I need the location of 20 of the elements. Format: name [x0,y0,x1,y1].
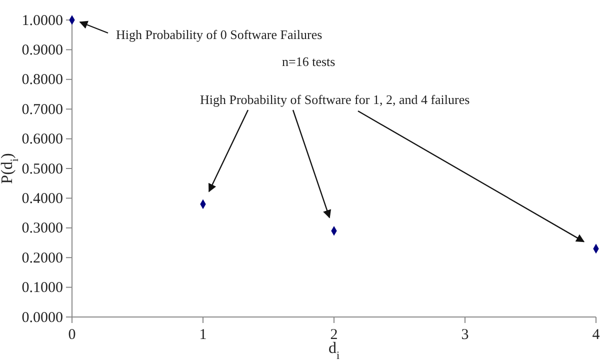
y-tick-label: 0.4000 [22,191,63,207]
x-tick-label: 1 [199,326,207,343]
y-tick-label: 0.0000 [22,310,63,326]
annotation: High Probability of 0 Software Failures [116,27,322,42]
y-tick-label: 0.9000 [22,42,63,58]
annotation: High Probability of Software for 1, 2, and 4 failures [200,92,470,107]
y-tick-label: 0.3000 [22,220,63,237]
y-tick-label: 0.8000 [22,72,63,88]
y-tick-label: 1.0000 [22,12,63,29]
y-tick-label: 0.1000 [22,280,63,296]
y-tick-label: 0.7000 [22,102,63,118]
y-tick-label: 0.2000 [22,250,63,266]
y-tick-label: 0.6000 [22,132,63,148]
x-tick-label: 0 [68,326,76,343]
x-tick-label: 3 [461,326,469,343]
y-tick-label: 0.5000 [22,161,63,178]
x-tick-label: 4 [592,326,600,343]
x-axis-title: d$_{i}$ [328,340,340,362]
x-tick-label: 2 [330,326,338,343]
annotation: n=16 tests [282,54,336,69]
